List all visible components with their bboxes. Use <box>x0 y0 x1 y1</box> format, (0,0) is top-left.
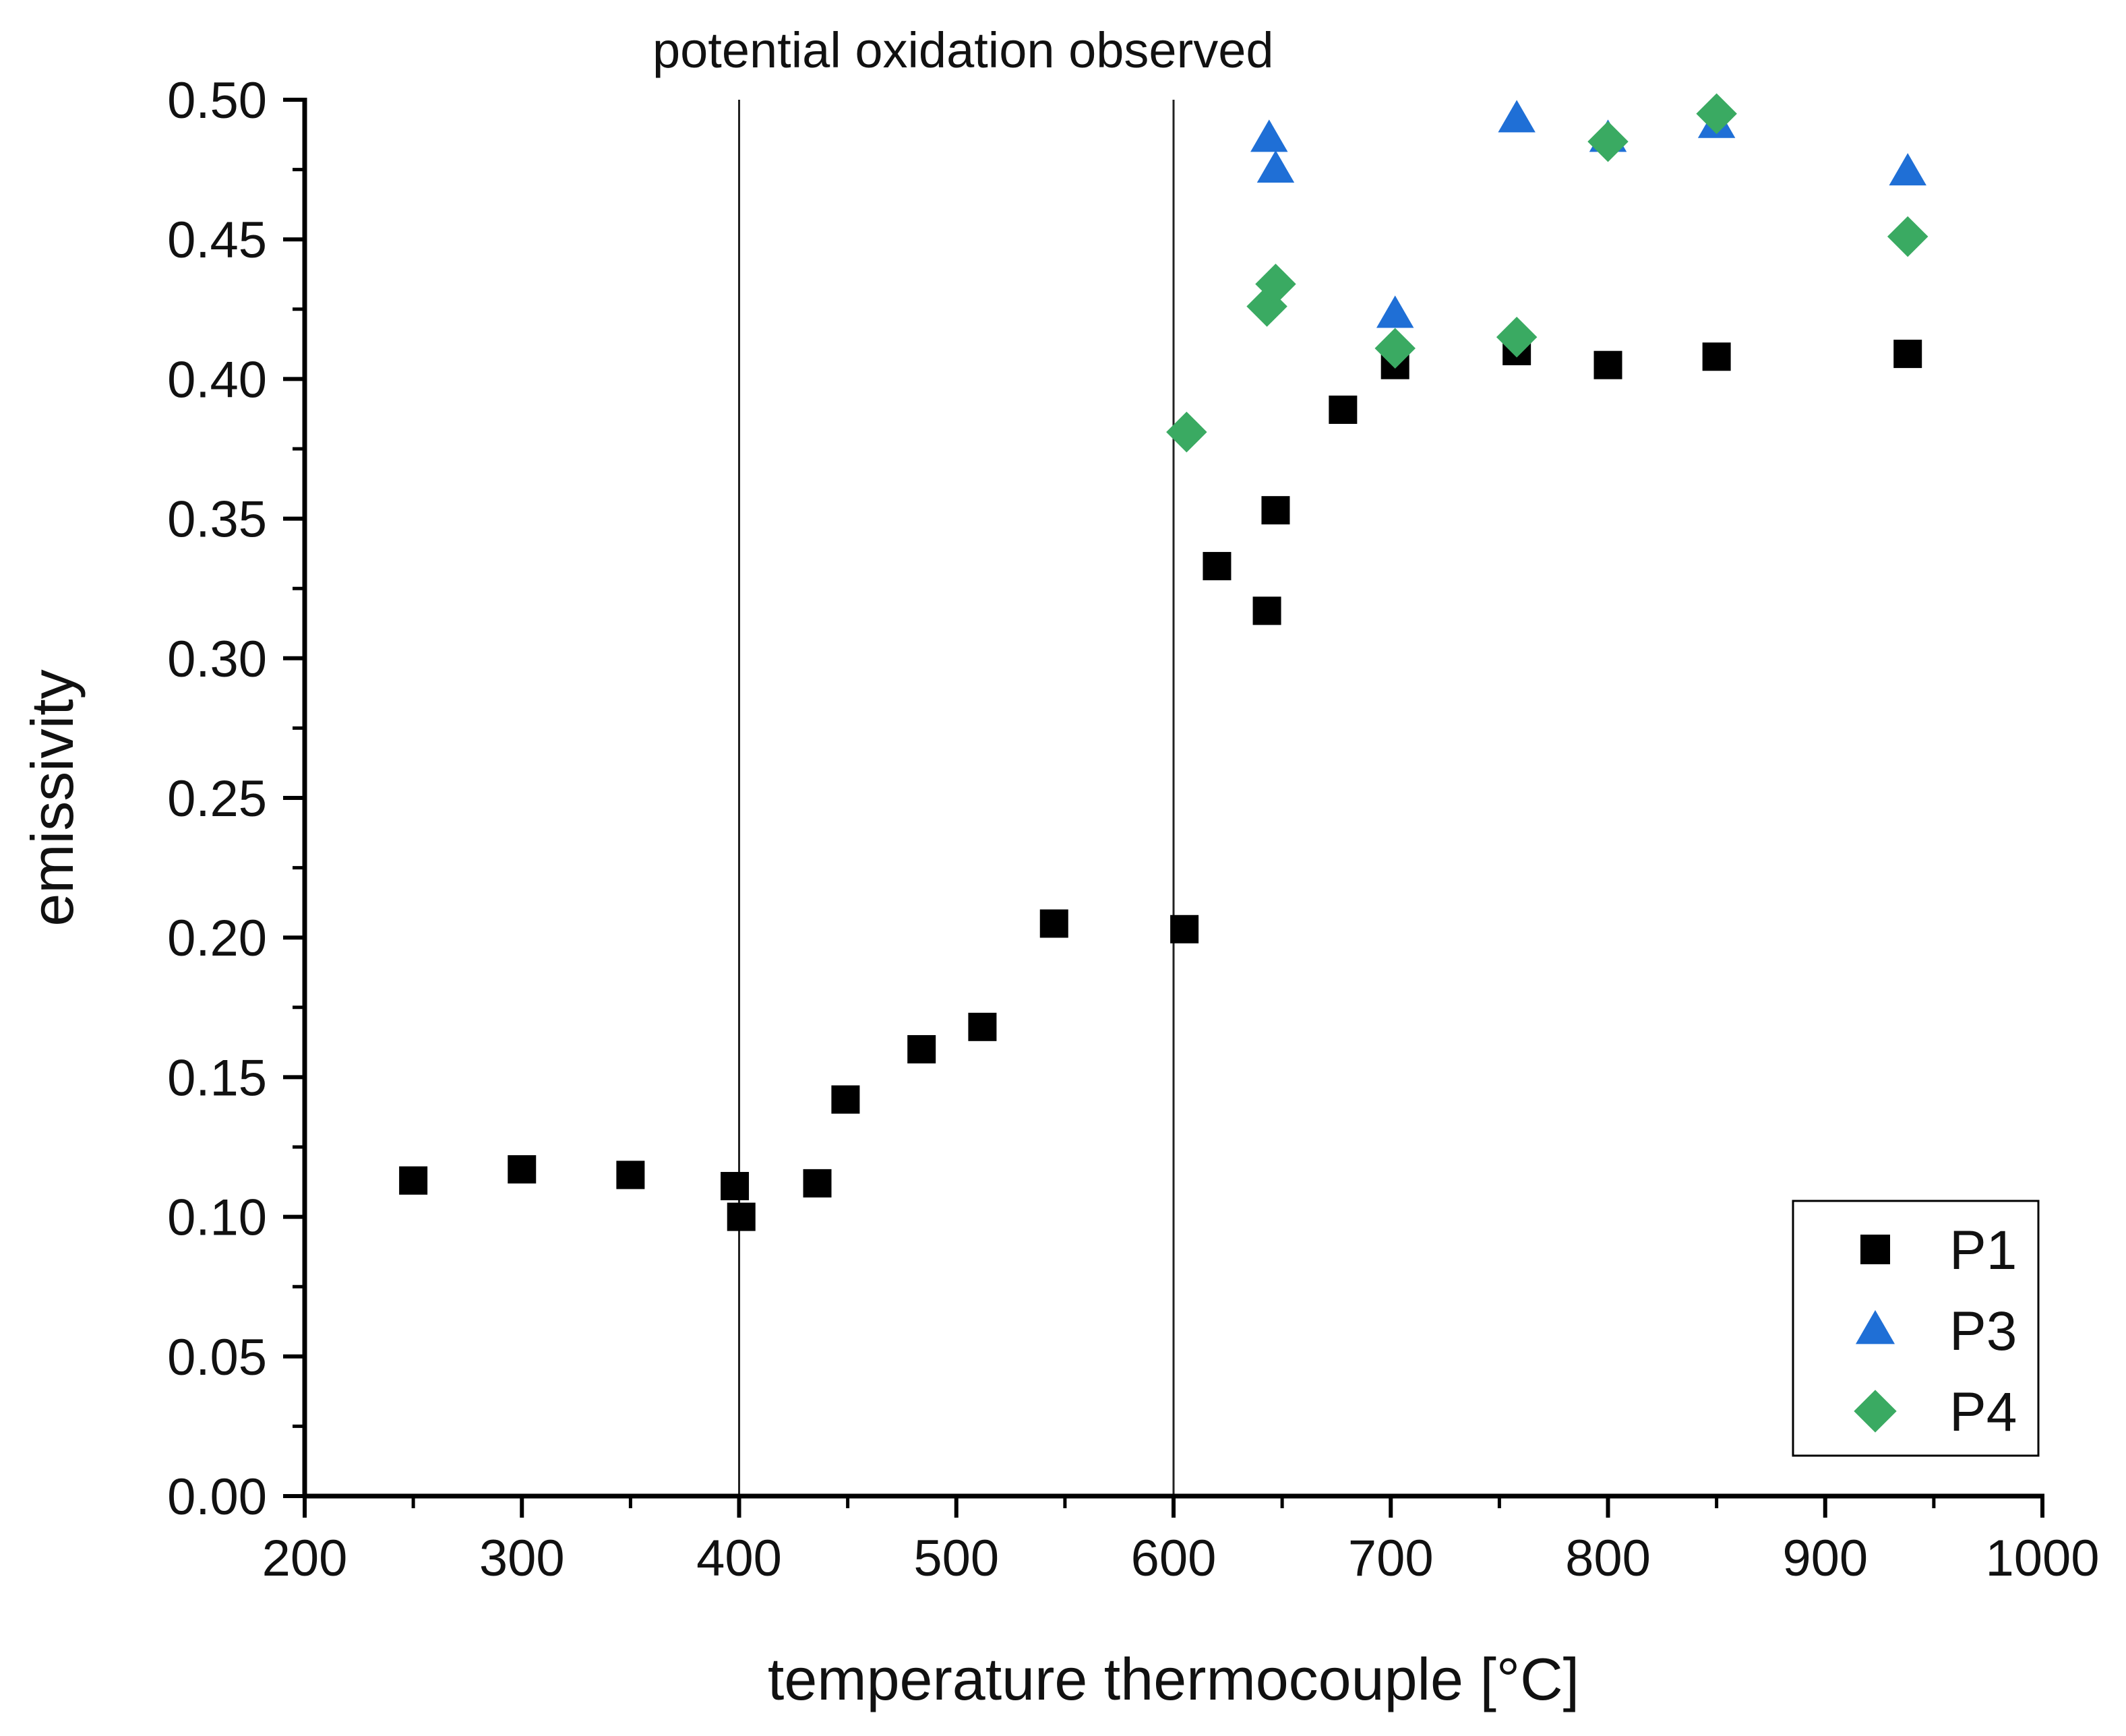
y-tick-label: 0.05 <box>167 1329 267 1386</box>
point-p3 <box>1250 119 1288 152</box>
point-p1 <box>1893 340 1922 369</box>
x-tick-label: 900 <box>1782 1530 1868 1587</box>
y-tick-label: 0.40 <box>167 351 267 408</box>
point-p1 <box>399 1166 428 1195</box>
point-p4 <box>1246 286 1287 327</box>
point-p1 <box>1170 914 1199 943</box>
y-tick-label: 0.15 <box>167 1049 267 1107</box>
point-p1 <box>907 1034 936 1063</box>
point-p3 <box>1498 100 1536 133</box>
point-p1 <box>1252 596 1281 625</box>
legend-marker-p4 <box>1854 1390 1897 1433</box>
x-tick-label: 500 <box>913 1530 999 1587</box>
point-p1 <box>803 1169 832 1198</box>
point-p1 <box>727 1202 756 1231</box>
point-p1 <box>721 1172 750 1201</box>
y-tick-label: 0.45 <box>167 212 267 269</box>
point-p3 <box>1256 150 1295 183</box>
point-p3 <box>1376 295 1414 328</box>
series-p3 <box>1250 100 1926 328</box>
legend-label-p1: P1 <box>1949 1220 2017 1281</box>
legend-label-p3: P3 <box>1949 1301 2017 1362</box>
x-ticks: 200 300 400 500 600 700 800 900 1000 <box>262 1496 2100 1587</box>
point-p4 <box>1255 264 1296 305</box>
x-tick-label: 400 <box>696 1530 782 1587</box>
y-ticks: 0.00 0.05 0.10 0.15 0.20 0.25 0.30 0.35 0.40 0.45… <box>167 72 305 1526</box>
x-tick-label: 1000 <box>1985 1530 2099 1587</box>
series-p4 <box>1166 93 1928 453</box>
y-axis-title: emissivity <box>19 669 86 926</box>
reference-lines <box>738 100 1175 1496</box>
point-p1 <box>831 1085 860 1114</box>
legend-marker-p1 <box>1860 1235 1890 1264</box>
y-tick-label: 0.25 <box>167 770 267 828</box>
point-p1 <box>1203 552 1232 581</box>
x-tick-label: 700 <box>1348 1530 1434 1587</box>
legend-marker-p3 <box>1855 1309 1895 1344</box>
point-p4 <box>1587 121 1629 162</box>
y-tick-label: 0.50 <box>167 72 267 129</box>
point-p1 <box>968 1012 997 1041</box>
point-p3 <box>1889 153 1926 186</box>
annotation-text: potential oxidation observed <box>652 22 1274 78</box>
x-tick-label: 200 <box>262 1530 348 1587</box>
point-p4 <box>1496 317 1538 358</box>
legend-label-p4: P4 <box>1949 1382 2017 1443</box>
point-p1 <box>508 1155 537 1184</box>
x-axis-title: temperature thermocouple [°C] <box>768 1646 1579 1712</box>
x-tick-label: 800 <box>1565 1530 1651 1587</box>
x-tick-label: 300 <box>479 1530 565 1587</box>
point-p4 <box>1696 93 1737 134</box>
y-tick-label: 0.35 <box>167 491 267 549</box>
legend-box <box>1792 1200 2040 1457</box>
legend: P1 P3 P4 <box>1792 1200 2040 1457</box>
point-p1 <box>1039 909 1068 938</box>
point-p4 <box>1166 411 1207 453</box>
y-tick-label: 0.10 <box>167 1189 267 1247</box>
y-tick-label: 0.00 <box>167 1468 267 1526</box>
point-p1 <box>616 1160 645 1189</box>
point-p4 <box>1374 328 1416 369</box>
y-tick-label: 0.20 <box>167 910 267 967</box>
point-p1 <box>1329 395 1358 424</box>
x-tick-label: 600 <box>1131 1530 1217 1587</box>
point-p4 <box>1887 216 1928 257</box>
point-p1 <box>1261 496 1290 525</box>
data-points <box>399 93 1928 1231</box>
y-tick-label: 0.30 <box>167 631 267 688</box>
point-p1 <box>1702 342 1731 371</box>
point-p1 <box>1593 350 1622 379</box>
